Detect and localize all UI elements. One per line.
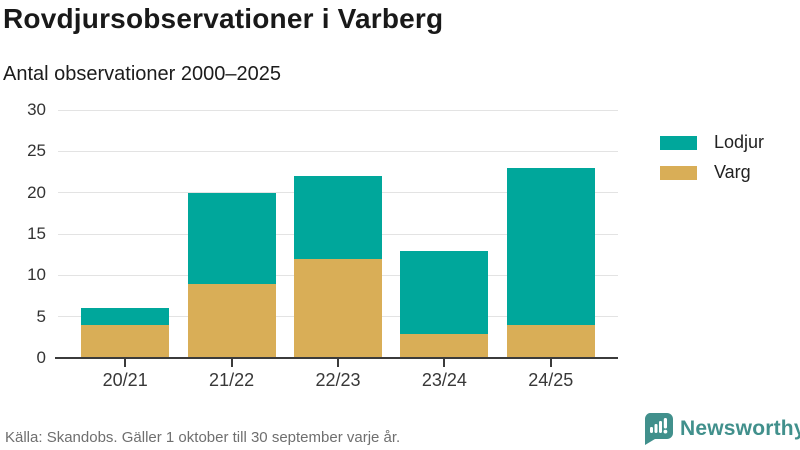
x-axis-line [55, 357, 618, 359]
bar-segment-lodjur [293, 176, 382, 259]
y-axis-labels: 0 5 10 15 20 25 30 [0, 100, 46, 367]
bar-segment-varg [506, 325, 595, 358]
y-tick-label: 5 [36, 306, 46, 326]
y-tick-label: 20 [27, 182, 46, 202]
x-axis-tick [336, 359, 339, 367]
y-tick-label: 30 [27, 100, 46, 119]
x-tick-label: 20/21 [102, 370, 148, 390]
bars: 20/21 21/22 22/23 23/24 24/25 [58, 110, 618, 390]
bar-group-22-23: 22/23 [293, 176, 382, 390]
x-tick-label: 24/25 [528, 370, 574, 390]
y-tick-label: 15 [27, 224, 46, 243]
source-note: Källa: Skandobs. Gäller 1 oktober till 3… [5, 429, 401, 446]
bar-segment-varg [81, 325, 170, 358]
bar-group-24-25: 24/25 [506, 168, 595, 390]
x-tick-label: 22/23 [315, 370, 361, 390]
x-axis-tick [443, 359, 446, 367]
brand-name: Newsworthy [680, 417, 800, 440]
y-tick-label: 25 [27, 141, 46, 161]
chart-subtitle: Antal observationer 2000–2025 [3, 63, 281, 85]
gridline [58, 109, 618, 111]
legend-label: Lodjur [714, 132, 765, 152]
bar-group-23-24: 23/24 [400, 251, 489, 390]
chart-title: Rovdjursobservationer i Varberg [3, 3, 444, 34]
newsworthy-logo: Newsworthy [644, 413, 800, 445]
bar-segment-lodjur [400, 251, 489, 334]
legend: Lodjur Varg [660, 132, 764, 192]
x-axis-tick [230, 359, 233, 367]
bar-group-21-22: 21/22 [187, 193, 276, 390]
bar-segment-lodjur [81, 308, 170, 325]
bar-segment-varg [293, 259, 382, 358]
legend-item-varg: Varg [660, 162, 764, 183]
bar-group-20-21: 20/21 [81, 308, 170, 390]
bar-segment-lodjur [187, 193, 276, 284]
legend-swatch [660, 165, 697, 180]
x-axis-tick [549, 359, 552, 367]
x-tick-label: 21/22 [209, 370, 255, 390]
bar-segment-varg [187, 284, 276, 358]
legend-item-lodjur: Lodjur [660, 132, 764, 153]
legend-swatch [660, 135, 697, 150]
plot-area: 20/21 21/22 22/23 23/24 24/25 [55, 109, 618, 390]
bar-segment-varg [400, 334, 489, 358]
x-tick-label: 23/24 [421, 370, 467, 390]
y-tick-label: 0 [36, 348, 46, 367]
gridline [58, 150, 618, 152]
bar-segment-lodjur [506, 168, 595, 325]
y-tick-label: 10 [27, 265, 46, 285]
x-axis-tick [124, 359, 127, 367]
legend-label: Varg [714, 162, 751, 182]
newsworthy-bubble-icon [645, 413, 673, 445]
